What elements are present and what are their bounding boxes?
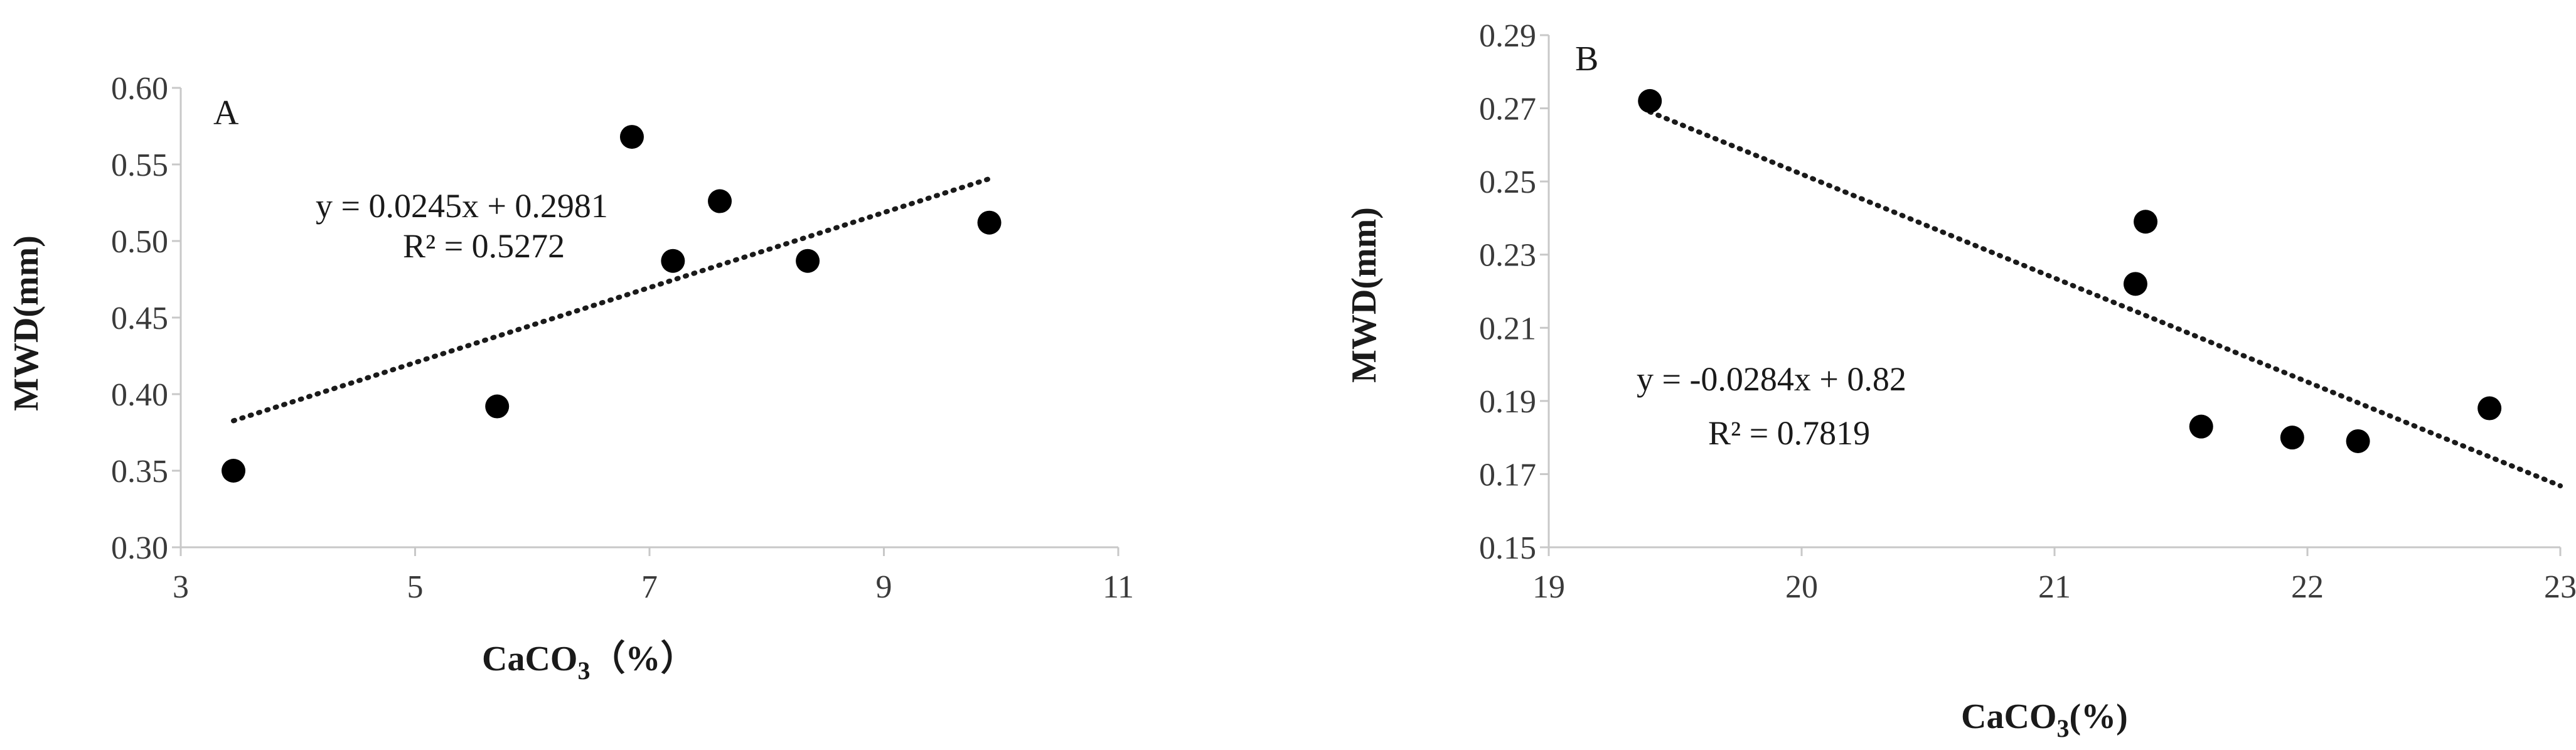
data-point <box>796 249 820 273</box>
y-tick-label: 0.15 <box>1479 530 1536 566</box>
x-tick-label: 5 <box>407 569 424 605</box>
x-tick-label: 3 <box>173 569 189 605</box>
x-tick-label: 19 <box>1532 569 1565 605</box>
panel-b-label: B <box>1575 40 1598 78</box>
data-point <box>661 249 685 273</box>
panel-a-equation: y = 0.0245x + 0.2981 <box>316 187 608 225</box>
panel-b-equation: y = -0.0284x + 0.82 <box>1637 360 1906 398</box>
y-tick-label: 0.25 <box>1479 164 1536 200</box>
data-point <box>1638 89 1662 113</box>
panel-b-x-axis-title: CaCO3(%) <box>1961 697 2128 742</box>
y-tick-label: 0.29 <box>1479 18 1536 54</box>
x-tick-label: 21 <box>2038 569 2071 605</box>
y-tick-label: 0.60 <box>111 71 168 107</box>
y-tick-label: 0.50 <box>111 224 168 260</box>
x-tick-label: 22 <box>2291 569 2324 605</box>
y-tick-label: 0.23 <box>1479 238 1536 274</box>
y-tick-label: 0.35 <box>111 454 168 490</box>
y-tick-label: 0.17 <box>1479 457 1536 493</box>
panel-a-y-axis-title: MWD(mm) <box>7 235 46 411</box>
data-point <box>2134 210 2157 233</box>
panel-b-y-axis-title: MWD(mm) <box>1345 207 1384 383</box>
y-tick-label: 0.45 <box>111 301 168 336</box>
panel-a-x-axis-title: CaCO3（%） <box>482 639 695 685</box>
panel-a: A 0.30 0.35 0.40 0.45 0.50 0.55 0.60 3 5 7 9 11 y … <box>7 71 1134 685</box>
x-tick-label: 11 <box>1103 569 1134 605</box>
data-point <box>222 459 245 483</box>
x-tick-label: 23 <box>2544 569 2576 605</box>
panel-b: B 0.15 0.17 0.19 0.21 0.23 0.25 0.27 0.29 19 20 2… <box>1345 18 2576 742</box>
data-point <box>978 211 1002 235</box>
y-tick-label: 0.30 <box>111 530 168 566</box>
x-tick-label: 20 <box>1785 569 1818 605</box>
panel-b-r2: R² = 0.7819 <box>1708 414 1870 452</box>
data-point <box>2346 429 2370 453</box>
y-tick-label: 0.19 <box>1479 384 1536 420</box>
x-tick-label: 7 <box>641 569 658 605</box>
x-tick-label: 9 <box>876 569 892 605</box>
data-point <box>485 395 509 419</box>
data-point <box>620 125 644 149</box>
data-point <box>708 190 732 213</box>
data-point <box>2280 426 2304 449</box>
y-tick-label: 0.40 <box>111 377 168 413</box>
y-tick-label: 0.21 <box>1479 311 1536 346</box>
data-point <box>2477 397 2501 421</box>
data-point <box>2189 415 2213 439</box>
y-tick-label: 0.55 <box>111 147 168 183</box>
y-tick-label: 0.27 <box>1479 92 1536 127</box>
panel-a-label: A <box>213 94 239 132</box>
panel-a-r2: R² = 0.5272 <box>403 227 565 265</box>
data-point <box>2124 272 2147 296</box>
